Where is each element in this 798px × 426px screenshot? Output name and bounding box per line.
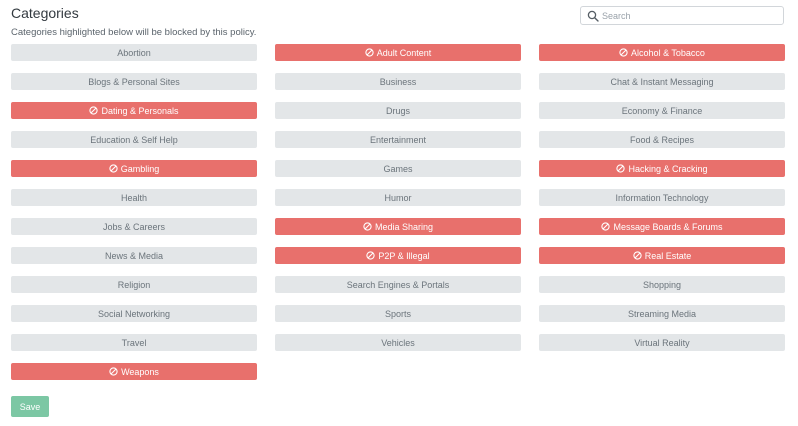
category-label: Blogs & Personal Sites — [88, 76, 180, 87]
category-grid: Abortion Adult Content Alcohol & Tobacco Bl… — [11, 44, 785, 380]
category-label: Chat & Instant Messaging — [610, 76, 714, 87]
category-button[interactable]: Education & Self Help — [11, 131, 257, 148]
category-button[interactable]: Food & Recipes — [539, 131, 785, 148]
category-label: News & Media — [104, 250, 164, 261]
blocked-icon — [109, 164, 118, 173]
category-label: Games — [383, 163, 413, 174]
blocked-icon — [365, 48, 374, 57]
category-label: Dating & Personals — [101, 105, 179, 116]
category-label: Jobs & Careers — [102, 221, 166, 232]
save-button[interactable]: Save — [11, 396, 49, 417]
category-button[interactable]: Search Engines & Portals — [275, 276, 521, 293]
category-button[interactable]: Alcohol & Tobacco — [539, 44, 785, 61]
category-button[interactable]: Hacking & Cracking — [539, 160, 785, 177]
category-button[interactable]: Drugs — [275, 102, 521, 119]
category-button[interactable]: Weapons — [11, 363, 257, 380]
category-button[interactable]: Social Networking — [11, 305, 257, 322]
category-label: Streaming Media — [627, 308, 697, 319]
blocked-icon — [616, 164, 626, 173]
category-label: P2P & Illegal — [378, 250, 430, 261]
category-label: Media Sharing — [374, 221, 434, 232]
category-button[interactable]: Message Boards & Forums — [539, 218, 785, 235]
category-label: Education & Self Help — [90, 134, 178, 145]
category-label: Message Boards & Forums — [613, 221, 723, 232]
category-button[interactable]: Adult Content — [275, 44, 521, 61]
category-button[interactable]: Media Sharing — [275, 218, 521, 235]
blocked-icon — [363, 222, 372, 231]
category-button[interactable]: Streaming Media — [539, 305, 785, 322]
blocked-icon — [109, 367, 118, 376]
category-label: Entertainment — [369, 134, 427, 145]
category-button[interactable]: Humor — [275, 189, 521, 206]
category-label: Shopping — [642, 279, 682, 290]
category-label: Vehicles — [381, 337, 415, 348]
category-label: Gambling — [120, 163, 160, 174]
category-label: Weapons — [121, 366, 159, 377]
blocked-icon — [601, 222, 611, 231]
page-subtitle: Categories highlighted below will be blo… — [11, 27, 257, 38]
category-label: Travel — [121, 337, 147, 348]
blocked-icon — [619, 48, 628, 57]
category-label: Business — [379, 76, 417, 87]
category-button[interactable]: Dating & Personals — [11, 102, 257, 119]
category-button[interactable]: Abortion — [11, 44, 257, 61]
search-box[interactable] — [580, 6, 784, 25]
search-input[interactable] — [602, 7, 779, 24]
category-label: Drugs — [385, 105, 410, 116]
category-button[interactable]: Gambling — [11, 160, 257, 177]
category-button[interactable]: Business — [275, 73, 521, 90]
category-button[interactable]: Sports — [275, 305, 521, 322]
category-button[interactable]: Real Estate — [539, 247, 785, 264]
category-label: Economy & Finance — [621, 105, 703, 116]
category-label: Health — [120, 192, 147, 203]
category-label: Sports — [384, 308, 411, 319]
category-label: Social Networking — [97, 308, 171, 319]
category-button[interactable]: News & Media — [11, 247, 257, 264]
category-button[interactable]: Entertainment — [275, 131, 521, 148]
category-label: Abortion — [117, 47, 151, 58]
category-label: Alcohol & Tobacco — [631, 47, 705, 58]
category-label: Virtual Reality — [634, 337, 690, 348]
category-button[interactable]: Jobs & Careers — [11, 218, 257, 235]
category-button[interactable]: Blogs & Personal Sites — [11, 73, 257, 90]
category-button[interactable]: Games — [275, 160, 521, 177]
category-label: Search Engines & Portals — [346, 279, 450, 290]
category-label: Food & Recipes — [629, 134, 695, 145]
category-button[interactable]: P2P & Illegal — [275, 247, 521, 264]
category-label: Adult Content — [376, 47, 432, 58]
category-button[interactable]: Religion — [11, 276, 257, 293]
category-button[interactable]: Economy & Finance — [539, 102, 785, 119]
category-button[interactable]: Vehicles — [275, 334, 521, 351]
category-button[interactable]: Chat & Instant Messaging — [539, 73, 785, 90]
blocked-icon — [366, 251, 375, 260]
category-button[interactable]: Health — [11, 189, 257, 206]
category-button[interactable]: Information Technology — [539, 189, 785, 206]
search-icon — [587, 10, 599, 22]
category-label: Real Estate — [644, 250, 692, 261]
category-button[interactable]: Travel — [11, 334, 257, 351]
blocked-icon — [633, 251, 642, 260]
category-label: Humor — [384, 192, 412, 203]
page-title: Categories — [11, 5, 79, 21]
category-label: Information Technology — [615, 192, 709, 203]
category-button[interactable]: Virtual Reality — [539, 334, 785, 351]
blocked-icon — [89, 106, 99, 115]
category-label: Religion — [117, 279, 151, 290]
category-button[interactable]: Shopping — [539, 276, 785, 293]
category-label: Hacking & Cracking — [628, 163, 708, 174]
